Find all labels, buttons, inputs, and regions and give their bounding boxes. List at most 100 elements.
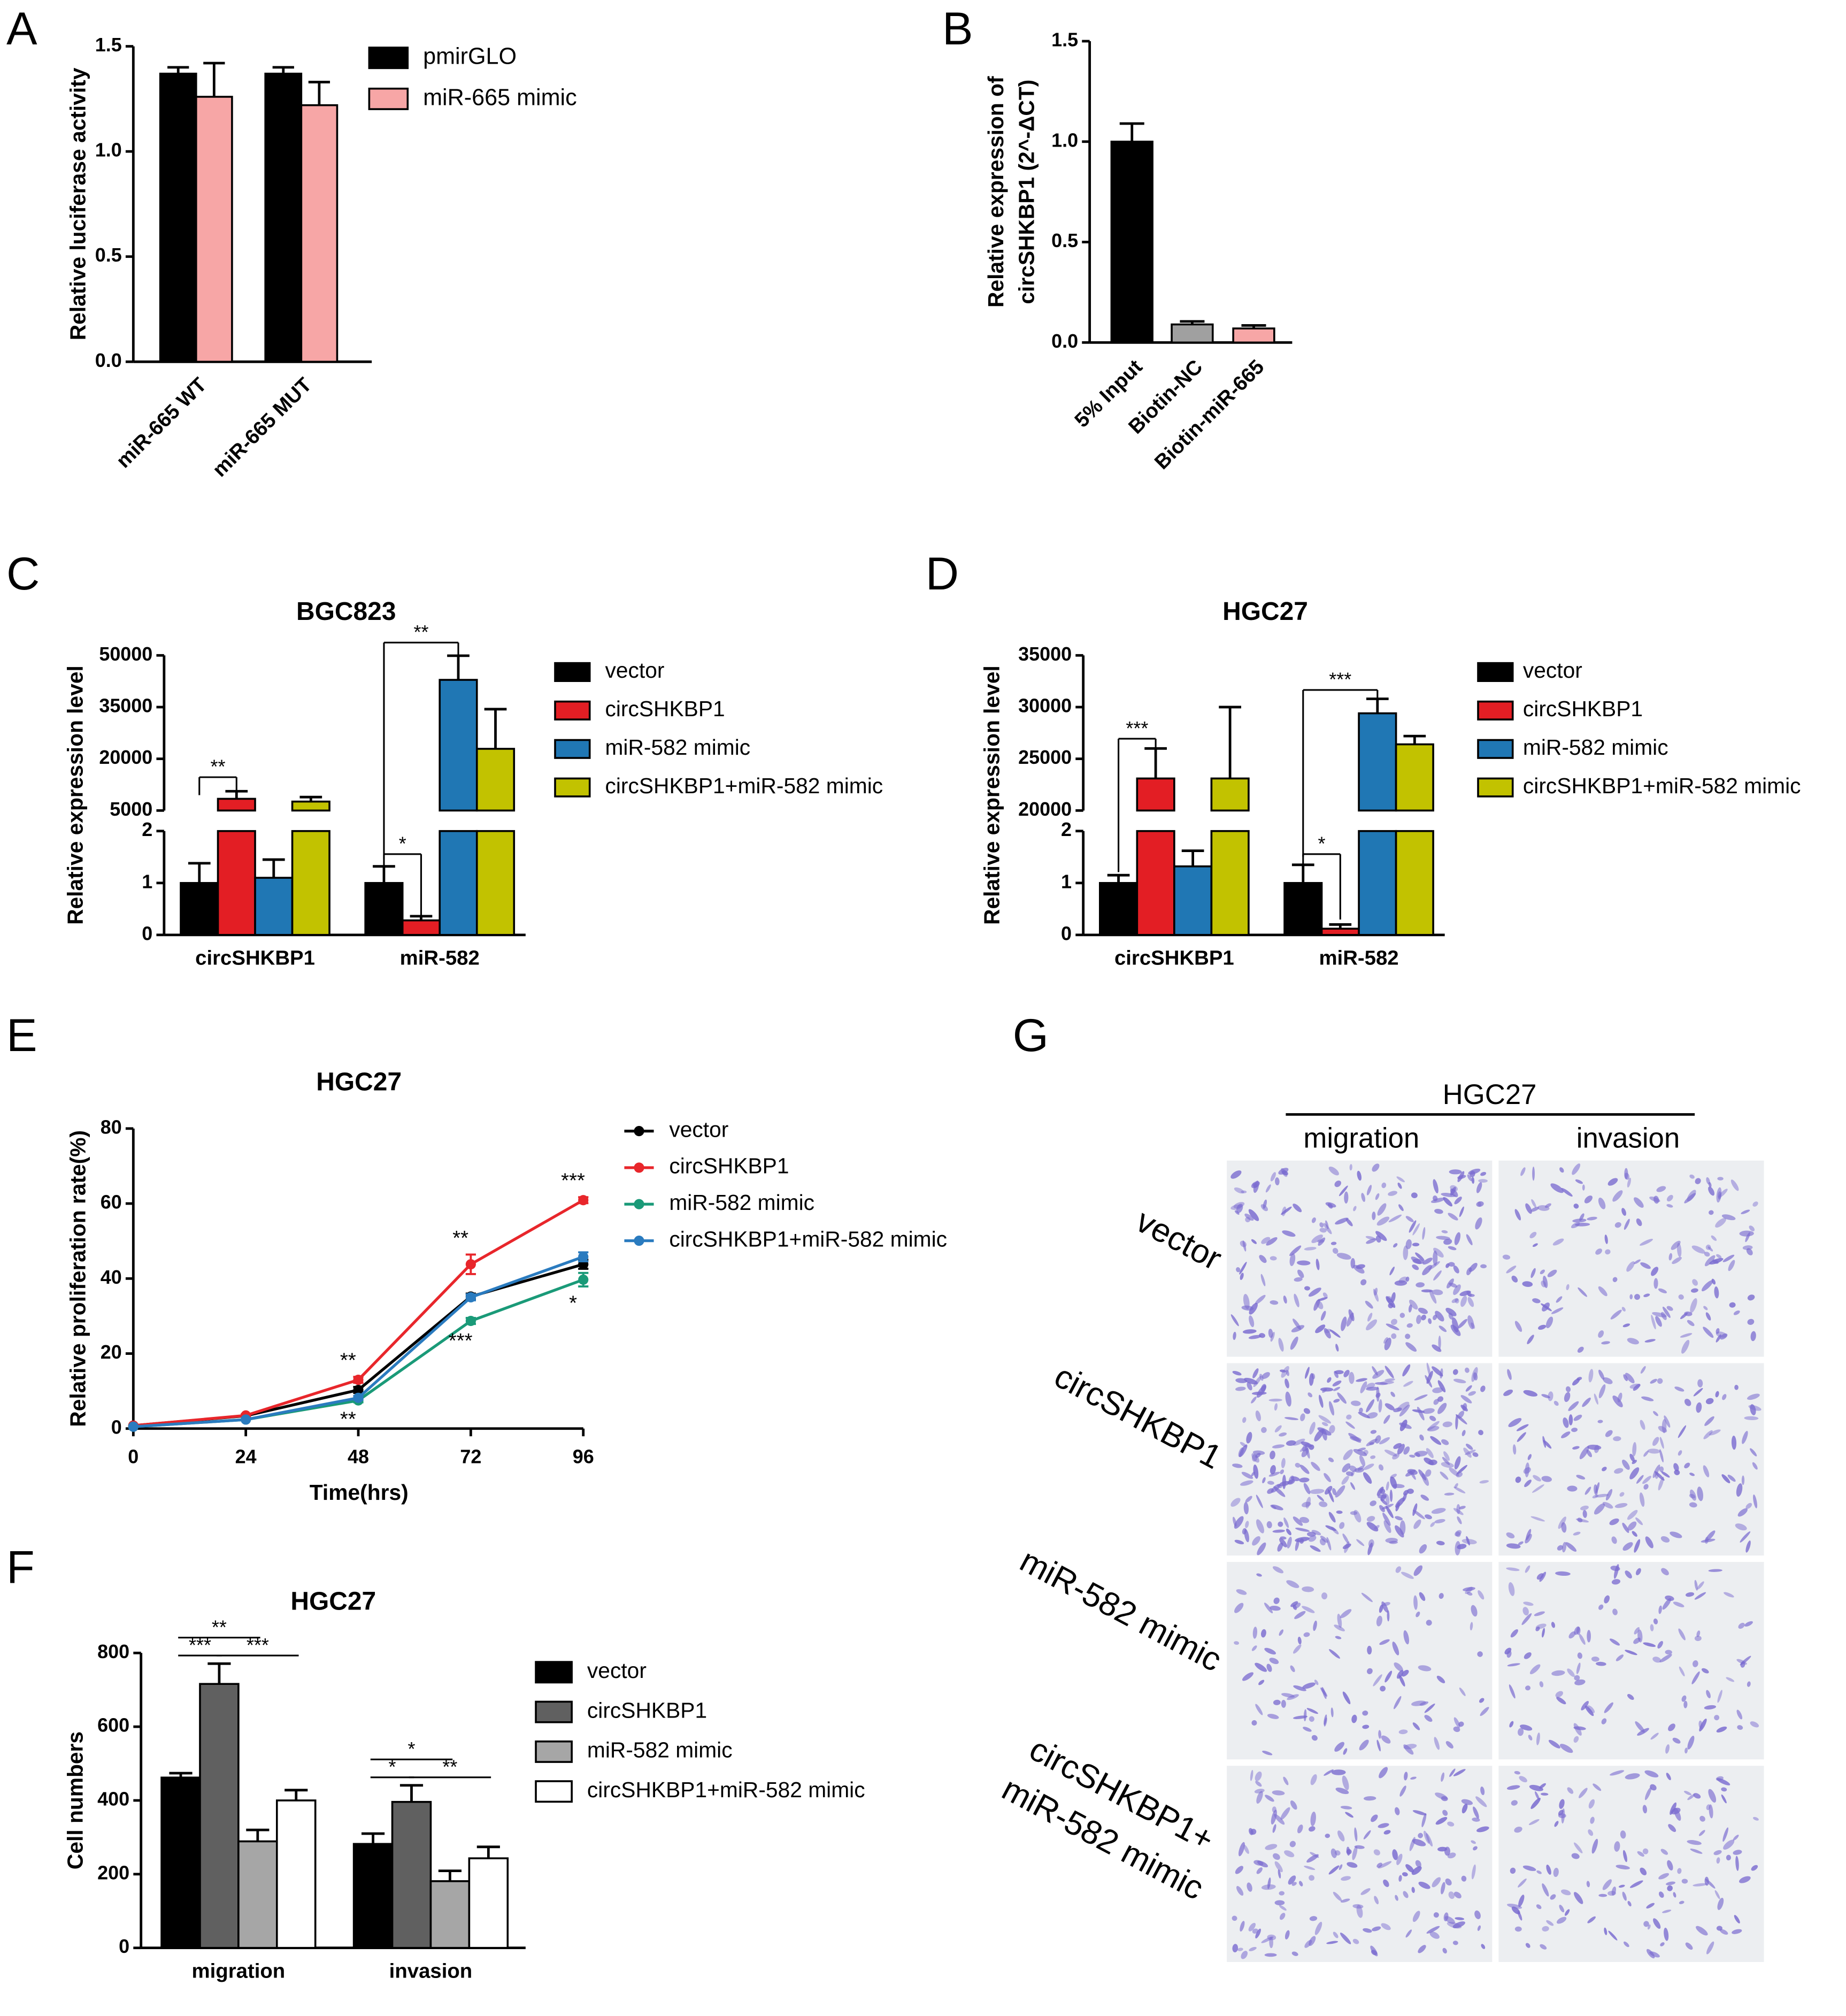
cell	[1240, 1442, 1247, 1447]
cell	[1659, 1466, 1664, 1473]
cell	[1430, 1198, 1445, 1204]
cell	[1425, 1469, 1432, 1477]
cell	[1614, 1222, 1621, 1228]
cell	[1556, 1697, 1566, 1705]
y-tick-label: 0.0	[1051, 330, 1078, 352]
cell	[1634, 1627, 1640, 1635]
cell	[1290, 1336, 1298, 1350]
cell	[1411, 1256, 1421, 1264]
cell	[1281, 1458, 1286, 1468]
y-axis-label: Relative expression level	[980, 665, 1004, 925]
cell	[1575, 1179, 1583, 1184]
x-tick-label: miR-582	[1319, 947, 1398, 970]
cell	[1601, 1341, 1610, 1345]
cell	[1382, 1602, 1390, 1606]
cell	[1239, 1262, 1247, 1275]
cell	[1245, 1217, 1251, 1223]
legend-swatch	[535, 1740, 573, 1763]
cell	[1318, 1415, 1332, 1424]
bar-lower	[1210, 830, 1250, 936]
cell	[1506, 1785, 1520, 1790]
bar	[199, 1683, 240, 1949]
cell	[1334, 1742, 1344, 1752]
cell	[1339, 1185, 1348, 1197]
cell	[1359, 1407, 1363, 1413]
cell	[1305, 1446, 1310, 1459]
cell	[1655, 1471, 1659, 1479]
cell	[1573, 1736, 1579, 1743]
cell	[1516, 1424, 1529, 1431]
cell	[1241, 1471, 1253, 1479]
cell	[1367, 1645, 1372, 1655]
cell	[1303, 1709, 1307, 1722]
cell	[1652, 1437, 1659, 1446]
cell	[1409, 1454, 1416, 1458]
cell	[1753, 1816, 1759, 1821]
cell	[1251, 1239, 1257, 1244]
cell	[1309, 1826, 1316, 1832]
cell	[1565, 1909, 1570, 1916]
cell	[1506, 1532, 1515, 1539]
cell	[1274, 1861, 1283, 1873]
cell	[1448, 1246, 1457, 1251]
cell	[1405, 1333, 1411, 1339]
cell	[1374, 1896, 1379, 1905]
cell	[1393, 1243, 1398, 1248]
cell	[1316, 1300, 1324, 1309]
cell	[1514, 1826, 1522, 1833]
cell	[1587, 1444, 1602, 1450]
cell	[1443, 1451, 1450, 1461]
legend-swatch	[554, 700, 591, 720]
cell	[1502, 1254, 1511, 1260]
cell	[1234, 1641, 1240, 1645]
cell	[1367, 1313, 1373, 1322]
cell	[1442, 1421, 1452, 1428]
cell	[1356, 1264, 1365, 1269]
cell	[1252, 1454, 1258, 1462]
cell	[1555, 1571, 1571, 1576]
cell	[1478, 1590, 1485, 1600]
cell	[1716, 1254, 1722, 1259]
panel-letter: G	[1013, 1010, 1049, 1061]
cell	[1351, 1470, 1355, 1477]
cell	[1391, 1292, 1396, 1303]
cell	[1339, 1864, 1343, 1870]
cell	[1578, 1287, 1587, 1297]
cell	[1389, 1267, 1395, 1276]
y-tick-label: 1	[142, 870, 152, 892]
cell	[1293, 1644, 1302, 1654]
cell	[1696, 1630, 1701, 1637]
cell	[1747, 1319, 1755, 1325]
cell	[1441, 1772, 1445, 1782]
cell	[1405, 1342, 1417, 1352]
cell	[1314, 1680, 1319, 1685]
significance-label: **	[340, 1407, 356, 1430]
legend-label: miR-582 mimic	[1523, 735, 1668, 760]
panel-letter: B	[942, 3, 973, 55]
cell	[1293, 1204, 1302, 1213]
cell	[1466, 1291, 1472, 1297]
cell	[1270, 1451, 1275, 1460]
cell	[1530, 1207, 1539, 1212]
cell	[1418, 1665, 1432, 1672]
cell	[1455, 1414, 1458, 1430]
cell	[1281, 1206, 1292, 1215]
cell	[1282, 1230, 1296, 1237]
bar-upper	[439, 679, 478, 812]
bar-upper	[1358, 712, 1397, 812]
cell	[1666, 1204, 1673, 1208]
cell	[1457, 1171, 1465, 1182]
cell	[1705, 1879, 1716, 1889]
cell	[1302, 1606, 1315, 1613]
cell	[1403, 1630, 1410, 1645]
cell	[1350, 1482, 1356, 1490]
cell	[1587, 1630, 1591, 1643]
cell	[1394, 1280, 1407, 1286]
significance-label: **	[413, 621, 428, 643]
cell	[1661, 1568, 1669, 1576]
cell	[1283, 1517, 1289, 1528]
cell	[1394, 1696, 1402, 1710]
cell	[1375, 1435, 1381, 1444]
cell	[1668, 1253, 1673, 1261]
cell	[1635, 1568, 1641, 1575]
